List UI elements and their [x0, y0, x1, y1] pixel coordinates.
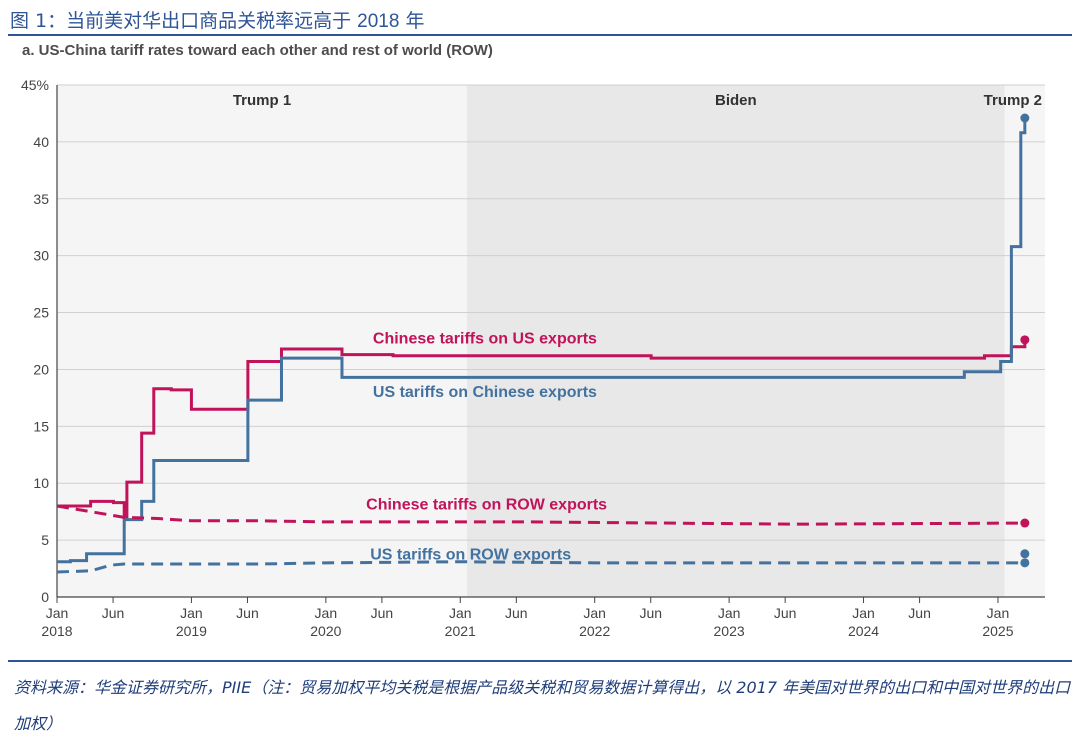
period-label-biden: Biden — [715, 92, 757, 109]
end-marker-chinese-tariffs-on-us-exports — [1020, 335, 1030, 345]
period-label-trump-1: Trump 1 — [233, 92, 291, 109]
y-tick-label-35: 35 — [33, 191, 49, 207]
series-line-chinese-tariffs-on-row-exports — [56, 504, 1025, 526]
x-tick-year-4: 2020 — [310, 623, 341, 639]
period-band-biden — [466, 85, 1005, 597]
x-tick-year-12: 2024 — [848, 623, 879, 639]
x-tick-label-14: Jan — [987, 605, 1010, 621]
x-tick-label-9: Jun — [639, 605, 662, 621]
x-tick-label-1: Jun — [102, 605, 125, 621]
source-note: 资料来源：华金证券研究所，PIIE（注：贸易加权平均关税是根据产品级关税和贸易数… — [14, 678, 1071, 733]
series-line-chinese-tariffs-on-us-exports — [57, 339, 1027, 519]
period-label-trump-2: Trump 2 — [984, 92, 1042, 109]
end-marker-chinese-tariffs-on-row-exports — [1020, 518, 1030, 528]
x-tick-year-0: 2018 — [41, 623, 72, 639]
y-tick-label-40: 40 — [33, 134, 49, 150]
x-tick-label-8: Jan — [583, 605, 606, 621]
x-tick-label-5: Jun — [371, 605, 394, 621]
figure-title-suffix: 年 — [399, 10, 425, 32]
y-tick-label-30: 30 — [33, 248, 49, 264]
y-tick-label-15: 15 — [33, 418, 49, 434]
x-tick-label-4: Jan — [315, 605, 338, 621]
series-label-chinese-tariffs-on-us-exports: Chinese tariffs on US exports — [373, 330, 597, 347]
x-tick-label-10: Jan — [718, 605, 741, 621]
x-tick-year-10: 2023 — [714, 623, 745, 639]
y-tick-label-5: 5 — [41, 532, 49, 548]
series-line-us-tariffs-on-row-exports — [56, 560, 1025, 574]
end-marker-us-tariffs-on-row-exports — [1020, 558, 1030, 568]
x-tick-year-8: 2022 — [579, 623, 610, 639]
chart-subtitle: a. US-China tariff rates toward each oth… — [22, 42, 493, 59]
series-label-chinese-tariffs-on-row-exports: Chinese tariffs on ROW exports — [366, 496, 607, 513]
y-tick-label-45: 45% — [21, 77, 49, 93]
series-line-us-tariffs-on-chinese-exports — [57, 117, 1027, 564]
x-tick-label-11: Jun — [774, 605, 797, 621]
series-label-us-tariffs-on-row-exports: US tariffs on ROW exports — [370, 546, 571, 563]
end-marker-series-4 — [1020, 549, 1030, 559]
source-rule — [8, 660, 1072, 662]
x-tick-label-13: Jun — [908, 605, 931, 621]
figure-title: 图 1：当前美对华出口商品关税率远高于 2018 年 — [10, 6, 425, 33]
tariff-chart: Trump 1 Biden Trump 2051015202530354045%Ja… — [21, 77, 1045, 639]
y-tick-label-25: 25 — [33, 305, 49, 321]
x-tick-label-2: Jan — [180, 605, 203, 621]
figure-title-prefix: 图 1：当前美对华出口商品关税率远高于 — [10, 10, 358, 32]
y-tick-label-10: 10 — [33, 475, 49, 491]
x-tick-label-7: Jun — [505, 605, 528, 621]
x-tick-label-0: Jan — [46, 605, 69, 621]
x-tick-label-6: Jan — [449, 605, 472, 621]
title-rule — [8, 34, 1072, 36]
y-tick-label-20: 20 — [33, 361, 49, 377]
x-tick-year-6: 2021 — [445, 623, 476, 639]
x-tick-label-3: Jun — [236, 605, 259, 621]
x-tick-year-14: 2025 — [982, 623, 1013, 639]
y-tick-label-0: 0 — [41, 589, 49, 605]
figure-title-year: 2018 — [357, 11, 400, 32]
end-marker-us-tariffs-on-chinese-exports — [1020, 113, 1030, 123]
x-tick-year-2: 2019 — [176, 623, 207, 639]
x-tick-label-12: Jan — [852, 605, 875, 621]
series-label-us-tariffs-on-chinese-exports: US tariffs on Chinese exports — [373, 384, 597, 401]
